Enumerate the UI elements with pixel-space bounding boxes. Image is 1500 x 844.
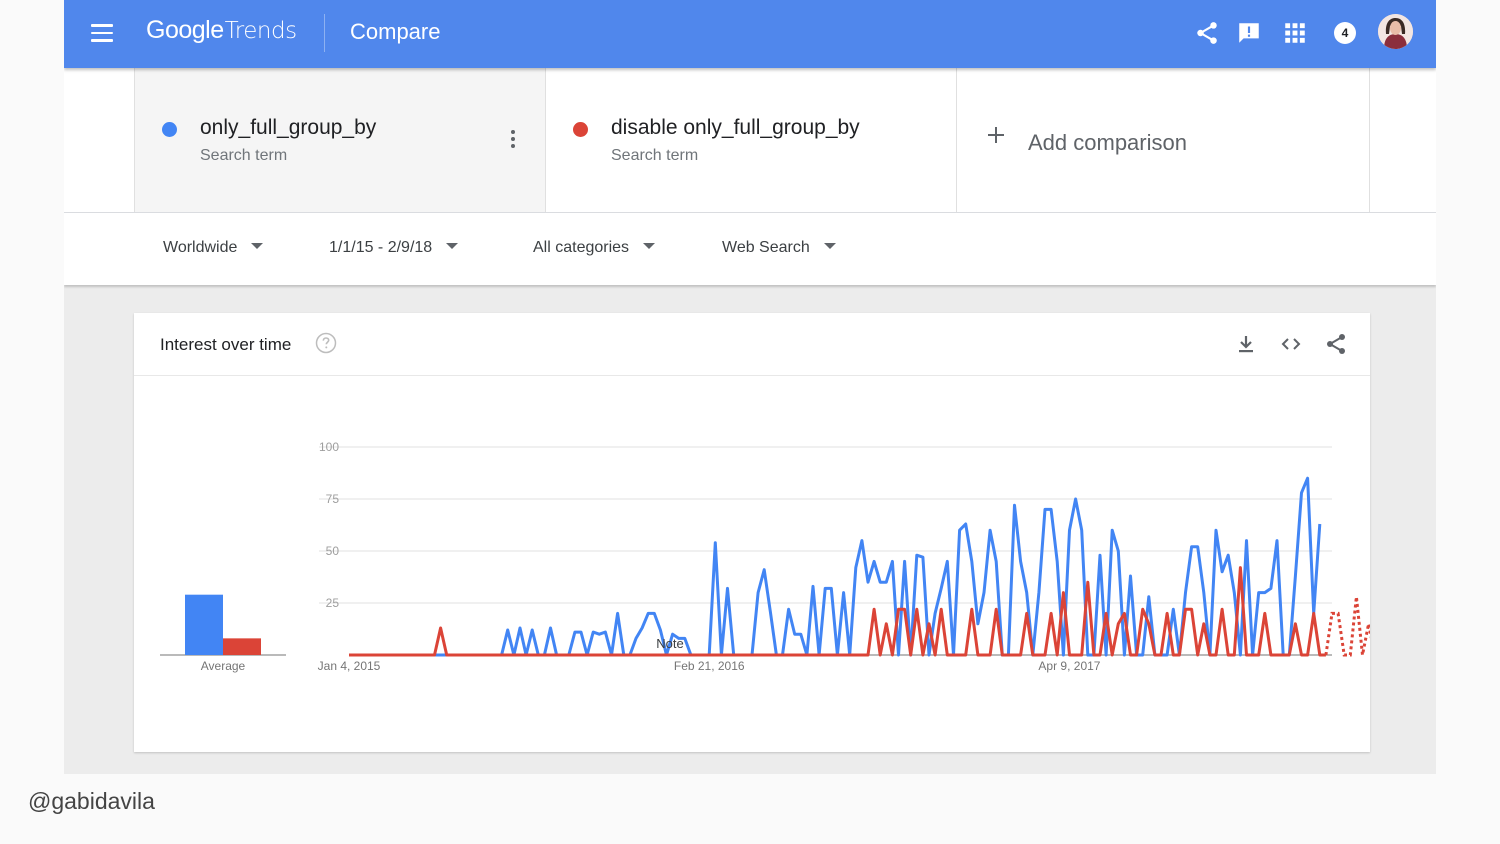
google-trends-logo[interactable]: GoogleTrends (146, 16, 297, 45)
apps-grid-icon[interactable] (1282, 20, 1308, 46)
card-title: Interest over time (160, 335, 292, 354)
y-tick-label: 50 (326, 544, 340, 558)
search-term-card-1[interactable]: only_full_group_by Search term (134, 68, 546, 212)
user-avatar[interactable] (1378, 14, 1413, 49)
more-options-icon[interactable] (511, 130, 517, 150)
chevron-down-icon (643, 242, 656, 249)
filters-bar: Worldwide 1/1/15 - 2/9/18 All categories… (64, 213, 1436, 285)
y-tick-label: 75 (326, 492, 340, 506)
interest-over-time-card: Interest over time 25 50 75 100 Average (134, 313, 1370, 752)
chart-gridlines (319, 446, 1332, 656)
note-marker: Note (656, 636, 683, 651)
y-axis-ticks: 25 50 75 100 (319, 440, 339, 610)
average-bar-2 (223, 638, 261, 655)
category-dropdown[interactable]: All categories (533, 239, 656, 257)
y-tick-label: 100 (319, 440, 339, 454)
category-label: All categories (533, 239, 630, 256)
average-bar-1 (185, 594, 223, 655)
add-comparison-card[interactable]: Add comparison (956, 68, 1370, 212)
term-color-dot (162, 122, 177, 137)
add-comparison-label[interactable]: Add comparison (1028, 130, 1187, 155)
date-range-label: 1/1/15 - 2/9/18 (329, 239, 433, 256)
x-tick-label: Apr 9, 2017 (1038, 659, 1100, 673)
search-type-label: Web Search (722, 239, 810, 256)
date-range-dropdown[interactable]: 1/1/15 - 2/9/18 (329, 239, 459, 257)
search-term-card-2[interactable]: disable only_full_group_by Search term (545, 68, 957, 212)
plus-icon (988, 127, 1004, 143)
term-color-dot (573, 122, 588, 137)
logo-google-text: Google (146, 16, 224, 44)
header-divider (324, 14, 325, 52)
avatar-portrait-icon (1378, 14, 1413, 49)
series-partial-2 (1324, 596, 1370, 657)
embed-code-icon[interactable] (1279, 332, 1303, 356)
series-line-1 (349, 476, 1322, 657)
x-tick-label: Feb 21, 2016 (674, 659, 745, 673)
feedback-icon[interactable] (1236, 20, 1262, 46)
download-icon[interactable] (1234, 332, 1258, 356)
trends-app: GoogleTrends Compare 4 (64, 0, 1436, 774)
chevron-down-icon (823, 242, 836, 249)
chevron-down-icon (446, 242, 459, 249)
notifications-badge[interactable]: 4 (1334, 22, 1356, 44)
chevron-down-icon (251, 242, 264, 249)
region-label: Worldwide (163, 239, 238, 256)
hamburger-menu-icon[interactable] (91, 24, 113, 42)
region-dropdown[interactable]: Worldwide (163, 239, 264, 257)
card-share-icon[interactable] (1324, 332, 1348, 356)
series-lines: Note (349, 476, 1370, 657)
term-name[interactable]: disable only_full_group_by (611, 116, 860, 139)
x-tick-label: Jan 4, 2015 (318, 659, 381, 673)
page-title: Compare (350, 19, 441, 44)
term-name[interactable]: only_full_group_by (200, 116, 377, 139)
share-icon[interactable] (1194, 20, 1220, 46)
term-type: Search term (611, 147, 699, 164)
y-tick-label: 25 (326, 596, 340, 610)
average-label: Average (201, 659, 246, 673)
average-bars: Average (160, 594, 286, 673)
interest-chart: 25 50 75 100 Average Note Jan 4, 2015 Feb 21… (160, 440, 1370, 673)
series-line-2 (349, 566, 1326, 657)
help-icon[interactable] (315, 332, 337, 354)
card-header: Interest over time (134, 313, 1370, 376)
search-type-dropdown[interactable]: Web Search (722, 239, 836, 257)
term-type: Search term (200, 147, 288, 164)
x-axis-labels: Jan 4, 2015 Feb 21, 2016 Apr 9, 2017 (318, 659, 1101, 673)
top-app-bar: GoogleTrends Compare 4 (64, 0, 1436, 68)
author-credit: @gabidavila (28, 788, 155, 814)
logo-trends-text: Trends (224, 18, 297, 44)
search-terms-bar: only_full_group_by Search term disable o… (64, 68, 1436, 213)
